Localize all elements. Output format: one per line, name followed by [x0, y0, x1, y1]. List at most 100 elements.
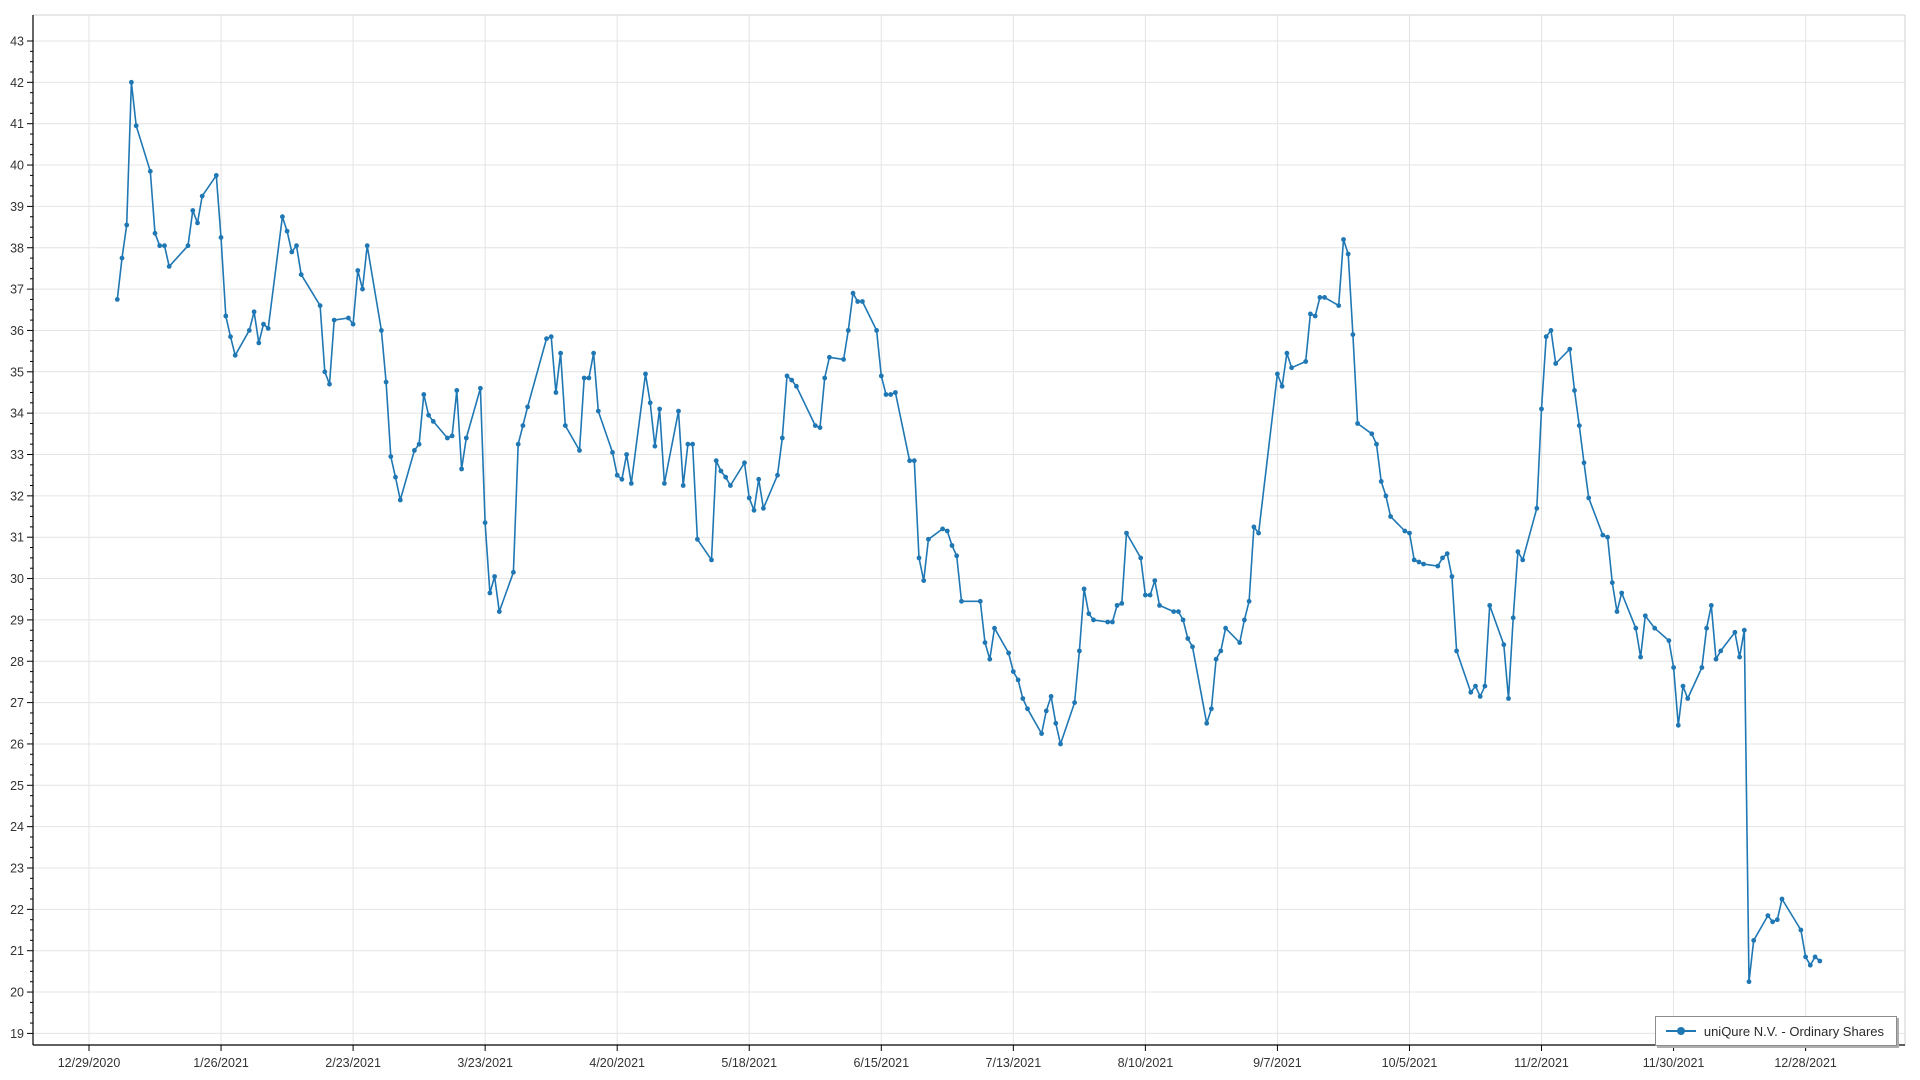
data-point-marker — [228, 334, 233, 340]
data-point-marker — [383, 379, 389, 385]
data-point-marker — [1619, 590, 1625, 596]
data-point-marker — [1256, 530, 1261, 536]
data-point-marker — [218, 235, 224, 240]
y-tick-label: 42 — [10, 76, 24, 90]
data-point-marker — [987, 656, 993, 662]
data-point-marker — [1213, 656, 1219, 662]
data-point-marker — [1147, 592, 1153, 598]
y-tick-label: 36 — [10, 324, 24, 338]
data-point-marker — [1223, 625, 1228, 631]
data-point-marker — [695, 536, 700, 542]
data-point-marker — [911, 458, 917, 464]
data-point-marker — [1807, 962, 1813, 968]
data-point-marker — [1010, 669, 1016, 674]
data-point-marker — [124, 222, 130, 228]
data-point-marker — [728, 483, 733, 488]
data-point-marker — [1138, 555, 1144, 561]
data-point-marker — [1289, 365, 1294, 371]
data-point-marker — [1246, 598, 1252, 604]
data-point-marker — [256, 340, 262, 346]
data-point-marker — [1586, 495, 1592, 501]
data-point-marker — [1242, 617, 1247, 623]
y-tick-label: 39 — [10, 200, 24, 214]
data-point-marker — [827, 354, 832, 360]
y-tick-label: 25 — [10, 779, 24, 793]
data-point-marker — [449, 433, 455, 439]
data-point-marker — [1303, 359, 1309, 364]
data-point-marker — [977, 598, 983, 604]
data-point-marker — [845, 328, 851, 333]
data-point-marker — [1751, 938, 1757, 943]
data-point-marker — [893, 390, 898, 395]
data-point-marker — [812, 423, 818, 428]
data-point-marker — [360, 286, 365, 292]
data-point-marker — [888, 392, 894, 397]
data-point-marker — [690, 441, 695, 447]
data-point-marker — [1539, 406, 1544, 412]
data-point-marker — [789, 377, 795, 383]
legend-series-marker-icon — [1665, 1027, 1696, 1035]
y-tick-label: 24 — [10, 820, 24, 834]
data-point-marker — [213, 173, 219, 178]
x-tick-label: 11/2/2021 — [1514, 1056, 1569, 1070]
data-point-marker — [610, 450, 615, 455]
data-point-marker — [1190, 644, 1195, 650]
data-point-marker — [723, 474, 729, 480]
x-tick-label: 10/5/2021 — [1382, 1056, 1438, 1070]
data-point-marker — [1053, 720, 1059, 726]
data-point-marker — [709, 557, 714, 563]
x-tick-label: 12/28/2021 — [1774, 1056, 1837, 1070]
data-point-marker — [190, 208, 196, 213]
data-point-marker — [1072, 700, 1077, 705]
data-point-marker — [1642, 613, 1648, 619]
legend: uniQure N.V. - Ordinary Shares — [1654, 1016, 1897, 1046]
data-point-marker — [1798, 927, 1804, 933]
data-point-marker — [1666, 638, 1672, 643]
data-point-marker — [544, 336, 549, 342]
data-point-marker — [1374, 441, 1379, 447]
data-point-marker — [1345, 251, 1351, 257]
data-point-marker — [713, 458, 719, 464]
data-point-marker — [327, 381, 332, 387]
y-tick-label: 19 — [10, 1027, 24, 1041]
data-point-marker — [1152, 578, 1158, 583]
data-point-marker — [553, 390, 559, 395]
data-point-marker — [1421, 561, 1426, 567]
data-point-marker — [525, 404, 530, 410]
y-tick-label: 31 — [10, 531, 24, 545]
data-point-marker — [492, 574, 497, 579]
data-point-marker — [1105, 619, 1111, 625]
data-point-marker — [779, 435, 785, 441]
data-point-marker — [430, 419, 436, 424]
data-point-marker — [676, 408, 681, 414]
data-point-marker — [1506, 696, 1511, 701]
data-point-marker — [511, 569, 516, 575]
data-point-marker — [761, 505, 766, 511]
data-point-marker — [1817, 958, 1823, 964]
legend-label: uniQure N.V. - Ordinary Shares — [1703, 1023, 1884, 1039]
data-point-marker — [388, 454, 394, 459]
y-tick-label: 30 — [10, 572, 24, 586]
y-tick-label: 21 — [10, 944, 24, 958]
data-point-marker — [1185, 636, 1191, 641]
data-point-marker — [742, 460, 747, 466]
data-point-marker — [1091, 617, 1096, 623]
data-point-marker — [1284, 350, 1290, 356]
y-tick-label: 23 — [10, 862, 24, 876]
data-point-marker — [1383, 493, 1389, 499]
data-point-marker — [1567, 346, 1573, 352]
data-point-marker — [1336, 303, 1342, 308]
data-point-marker — [1638, 654, 1643, 660]
data-point-marker — [114, 297, 120, 302]
data-point-marker — [718, 468, 724, 474]
data-point-marker — [364, 243, 370, 249]
data-point-marker — [195, 220, 200, 226]
data-point-marker — [185, 243, 191, 249]
x-tick-label: 8/10/2021 — [1118, 1056, 1174, 1070]
data-point-marker — [878, 373, 884, 379]
data-point-marker — [577, 448, 582, 453]
data-point-marker — [855, 299, 861, 304]
data-point-marker — [1543, 334, 1549, 340]
data-point-marker — [1605, 534, 1610, 540]
